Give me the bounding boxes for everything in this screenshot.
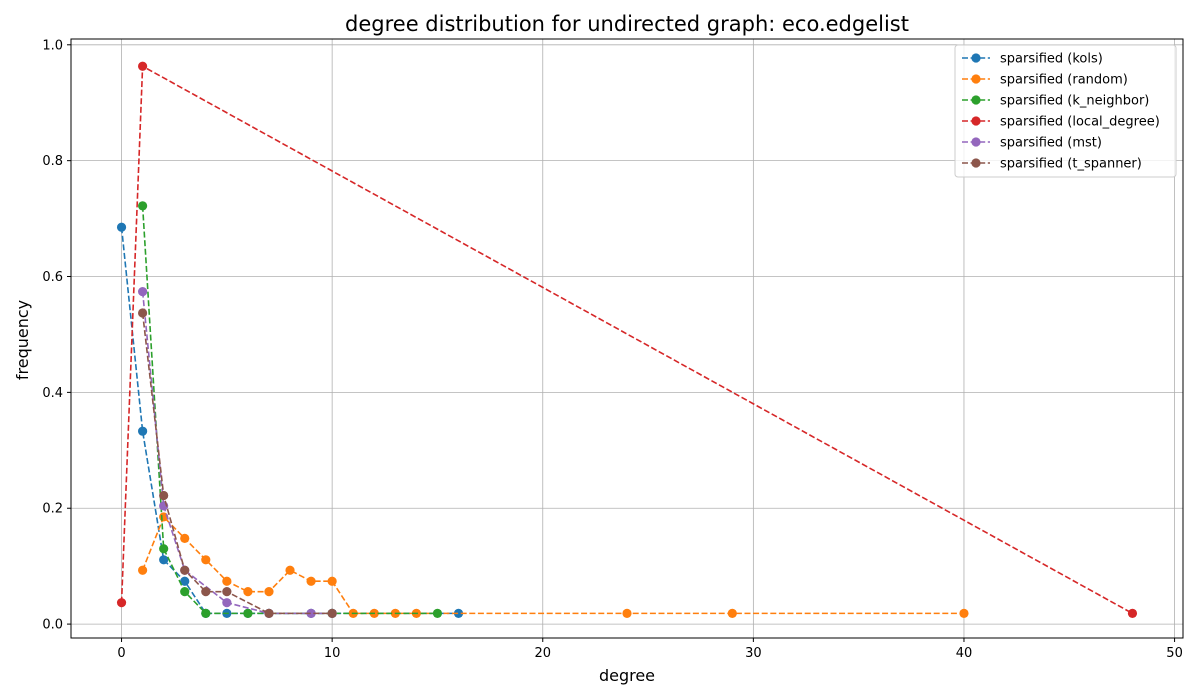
chart-title: degree distribution for undirected graph…	[345, 12, 909, 36]
data-point	[222, 598, 232, 608]
data-point	[180, 565, 190, 575]
data-point	[116, 222, 127, 232]
data-point	[116, 598, 127, 608]
legend-swatch-marker	[971, 116, 981, 126]
x-tick-label: 30	[745, 646, 762, 661]
data-point	[159, 555, 169, 565]
legend-box	[954, 44, 1177, 178]
legend-item: sparsified (random)	[962, 73, 1128, 88]
data-point	[432, 608, 443, 618]
x-tick-label: 50	[1166, 646, 1183, 661]
legend-item: sparsified (mst)	[962, 136, 1102, 151]
legend-label: sparsified (kols)	[1000, 52, 1103, 67]
legend-item: sparsified (k_neighbor)	[962, 94, 1149, 109]
plot-area-frame	[70, 38, 1184, 639]
data-point	[159, 490, 169, 501]
data-point	[306, 576, 316, 586]
data-point	[180, 533, 190, 543]
legend-item: sparsified (local_degree)	[962, 115, 1160, 130]
axis-ticks: 0 10 20 30 40 50 0.0 0.2 0.4 0.6 0.8 1.0	[42, 38, 1183, 661]
data-point	[201, 608, 211, 618]
data-point	[959, 608, 969, 618]
data-point	[201, 555, 211, 565]
y-tick-label: 0.0	[42, 618, 63, 633]
data-point	[327, 608, 337, 618]
y-tick-label: 1.0	[42, 38, 63, 53]
y-tick-label: 0.8	[42, 154, 63, 169]
data-point	[138, 201, 148, 211]
data-point	[138, 61, 148, 71]
data-point	[138, 308, 148, 318]
series-layer	[116, 61, 1138, 618]
legend-swatch-marker	[971, 53, 981, 63]
data-point	[222, 587, 232, 597]
x-tick-label: 40	[956, 646, 973, 661]
series-3	[116, 61, 1138, 618]
x-axis-label: degree	[599, 666, 655, 685]
legend-label: sparsified (mst)	[1000, 136, 1102, 151]
legend-item: sparsified (kols)	[962, 52, 1103, 67]
data-point	[138, 565, 148, 575]
legend-swatch-marker	[971, 158, 981, 168]
data-point	[138, 426, 148, 436]
legend-label: sparsified (local_degree)	[1000, 115, 1160, 130]
x-tick-label: 0	[117, 646, 125, 661]
data-point	[1127, 608, 1138, 618]
y-axis-label: frequency	[13, 300, 32, 380]
data-point	[622, 608, 632, 618]
data-point	[306, 608, 316, 618]
data-point	[222, 576, 232, 586]
legend-item: sparsified (t_spanner)	[962, 157, 1142, 172]
data-point	[243, 608, 253, 618]
data-point	[180, 576, 190, 586]
legend: sparsified (kols) sparsified (random) spar…	[954, 44, 1177, 178]
x-tick-label: 10	[324, 646, 341, 661]
y-tick-label: 0.6	[42, 270, 63, 285]
legend-swatch-marker	[971, 95, 981, 105]
data-point	[159, 544, 169, 554]
data-point	[264, 587, 274, 597]
legend-label: sparsified (t_spanner)	[1000, 157, 1142, 172]
data-point	[453, 608, 464, 618]
data-point	[243, 587, 253, 597]
data-point	[285, 565, 295, 575]
data-point	[327, 576, 337, 586]
legend-swatch-marker	[971, 74, 981, 84]
data-point	[727, 608, 737, 618]
data-point	[264, 608, 274, 618]
legend-label: sparsified (k_neighbor)	[1000, 94, 1149, 109]
data-point	[201, 587, 211, 597]
legend-swatch-marker	[971, 137, 981, 147]
legend-label: sparsified (random)	[1000, 73, 1128, 88]
x-tick-label: 20	[534, 646, 551, 661]
y-tick-label: 0.2	[42, 502, 63, 517]
series-5	[138, 308, 337, 618]
data-point	[138, 286, 148, 297]
data-point	[180, 587, 190, 597]
y-tick-label: 0.4	[42, 386, 63, 401]
